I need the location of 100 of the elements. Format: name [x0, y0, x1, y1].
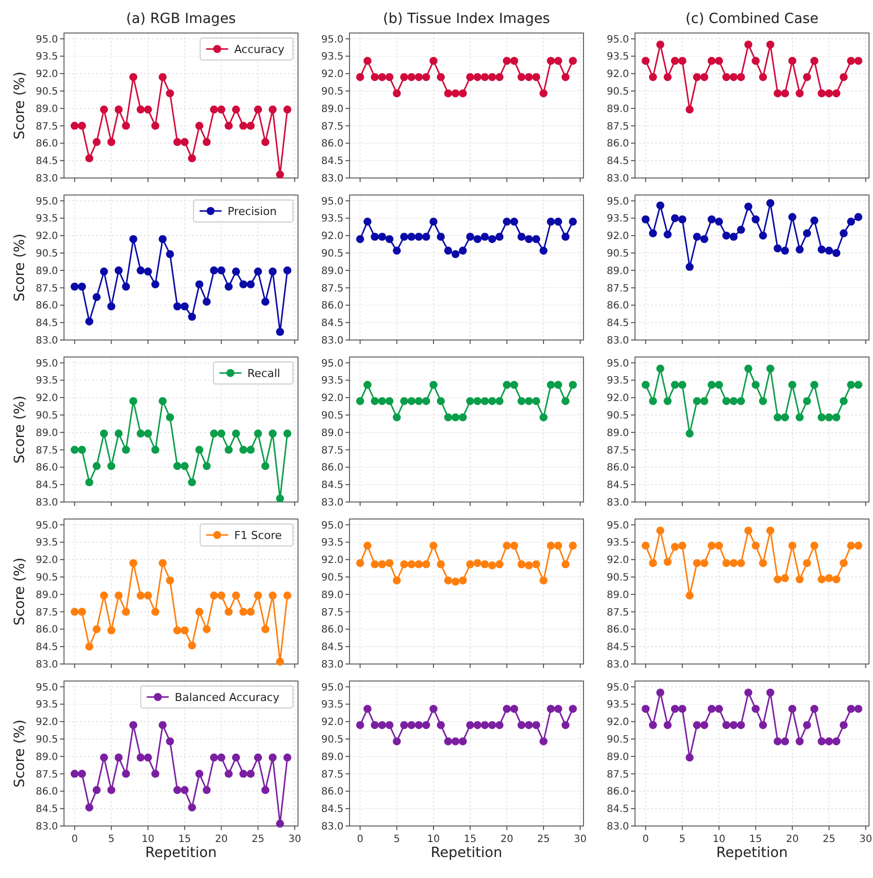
point	[158, 73, 167, 82]
point	[261, 786, 270, 794]
point	[283, 106, 292, 114]
point	[847, 380, 856, 389]
y-tick-label: 83.0	[36, 822, 58, 832]
y-tick-label: 93.5	[321, 376, 344, 387]
y-tick-label: 95.0	[321, 682, 344, 694]
point	[788, 56, 796, 65]
point	[466, 232, 474, 241]
point	[744, 364, 752, 373]
point	[524, 721, 533, 730]
point	[451, 89, 460, 98]
y-tick-label: 92.0	[36, 393, 58, 404]
y-tick-label: 84.5	[606, 318, 629, 330]
point	[714, 704, 723, 713]
point	[195, 608, 204, 616]
point	[70, 608, 79, 616]
point	[488, 561, 496, 570]
point	[188, 154, 196, 162]
point	[722, 232, 730, 240]
point	[532, 235, 540, 244]
point	[554, 56, 562, 65]
y-tick-label: 86.0	[321, 786, 344, 798]
point	[85, 478, 94, 486]
point	[540, 413, 548, 422]
x-tick-label: 25	[822, 834, 836, 845]
point	[502, 56, 511, 65]
point	[825, 413, 834, 422]
point	[210, 430, 218, 438]
y-tick-label: 90.5	[606, 572, 629, 584]
point	[714, 218, 723, 226]
point	[202, 298, 211, 306]
point	[378, 397, 386, 406]
point	[692, 559, 701, 568]
point	[180, 786, 189, 794]
point	[268, 592, 277, 600]
point	[656, 364, 664, 373]
point	[648, 229, 657, 238]
point	[708, 542, 716, 550]
point	[692, 232, 701, 241]
point	[774, 413, 782, 422]
x-tick-label: 15	[749, 834, 762, 845]
point	[407, 721, 416, 730]
point	[810, 380, 818, 389]
point	[502, 218, 511, 226]
y-tick-label: 87.5	[606, 121, 629, 132]
point	[246, 280, 255, 288]
point	[518, 560, 526, 568]
point	[210, 106, 218, 114]
chart-title: (b) Tissue Index Images	[383, 11, 550, 27]
point	[92, 293, 101, 302]
point	[436, 73, 445, 82]
point	[766, 688, 774, 697]
point	[708, 380, 716, 389]
point	[136, 266, 145, 274]
point	[502, 542, 511, 550]
point	[429, 56, 438, 65]
point	[708, 215, 716, 224]
point	[151, 608, 160, 616]
point	[562, 560, 570, 568]
point	[224, 770, 233, 778]
y-tick-label: 93.5	[606, 376, 629, 387]
point	[392, 89, 401, 98]
y-tick-label: 93.5	[606, 700, 629, 711]
y-tick-label: 93.5	[321, 700, 344, 711]
point	[562, 721, 570, 730]
point	[788, 213, 796, 222]
point	[85, 642, 94, 651]
point	[107, 302, 116, 310]
point	[114, 106, 123, 114]
point	[854, 56, 862, 65]
y-tick-label: 86.0	[36, 624, 58, 636]
point	[648, 73, 657, 82]
point	[466, 721, 474, 730]
point	[788, 704, 796, 713]
point	[268, 106, 277, 114]
point	[254, 592, 262, 600]
point	[466, 397, 474, 406]
point	[188, 641, 196, 650]
point	[840, 229, 848, 238]
point	[781, 737, 790, 746]
point	[730, 721, 738, 730]
legend-label: F1 Score	[234, 529, 282, 542]
y-tick-label: 87.5	[36, 607, 58, 618]
point	[774, 244, 782, 252]
point	[239, 446, 248, 454]
point	[261, 462, 270, 470]
x-axis-title: Repetition	[145, 845, 217, 861]
y-tick-label: 92.0	[606, 69, 629, 80]
y-tick-label: 89.0	[606, 428, 629, 439]
point	[510, 380, 518, 389]
y-tick-label: 84.5	[36, 642, 58, 654]
point	[670, 542, 679, 551]
point	[136, 592, 145, 600]
point	[180, 462, 189, 470]
point	[510, 56, 518, 65]
point	[422, 560, 430, 568]
point	[554, 704, 562, 713]
point	[759, 559, 768, 568]
point	[188, 312, 196, 321]
